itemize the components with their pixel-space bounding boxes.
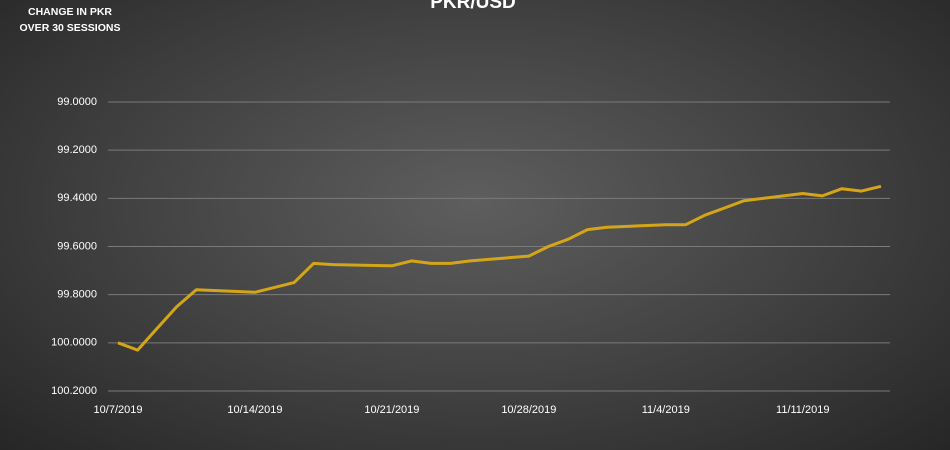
y-tick-label: 99.2000 (57, 144, 97, 156)
x-tick-label: 10/21/2019 (364, 404, 419, 416)
y-tick-label: 99.4000 (57, 192, 97, 204)
x-tick-label: 11/11/2019 (776, 404, 829, 416)
y-tick-label: 99.0000 (57, 96, 97, 108)
x-tick-label: 10/7/2019 (94, 404, 143, 416)
y-tick-label: 100.2000 (51, 385, 97, 397)
y-tick-label: 99.6000 (57, 240, 97, 252)
chart-title: PKR/USD (430, 0, 516, 13)
y-axis-label: CHANGE IN PKR OVER 30 SESSIONS (19, 6, 121, 34)
x-tick-label: 10/28/2019 (501, 404, 556, 416)
y-tick-label: 100.0000 (51, 337, 97, 349)
y-tick-label: 99.8000 (57, 289, 97, 301)
x-tick-label: 10/14/2019 (227, 404, 282, 416)
data-line (117, 184, 882, 352)
x-tick-label: 11/4/2019 (642, 404, 690, 416)
